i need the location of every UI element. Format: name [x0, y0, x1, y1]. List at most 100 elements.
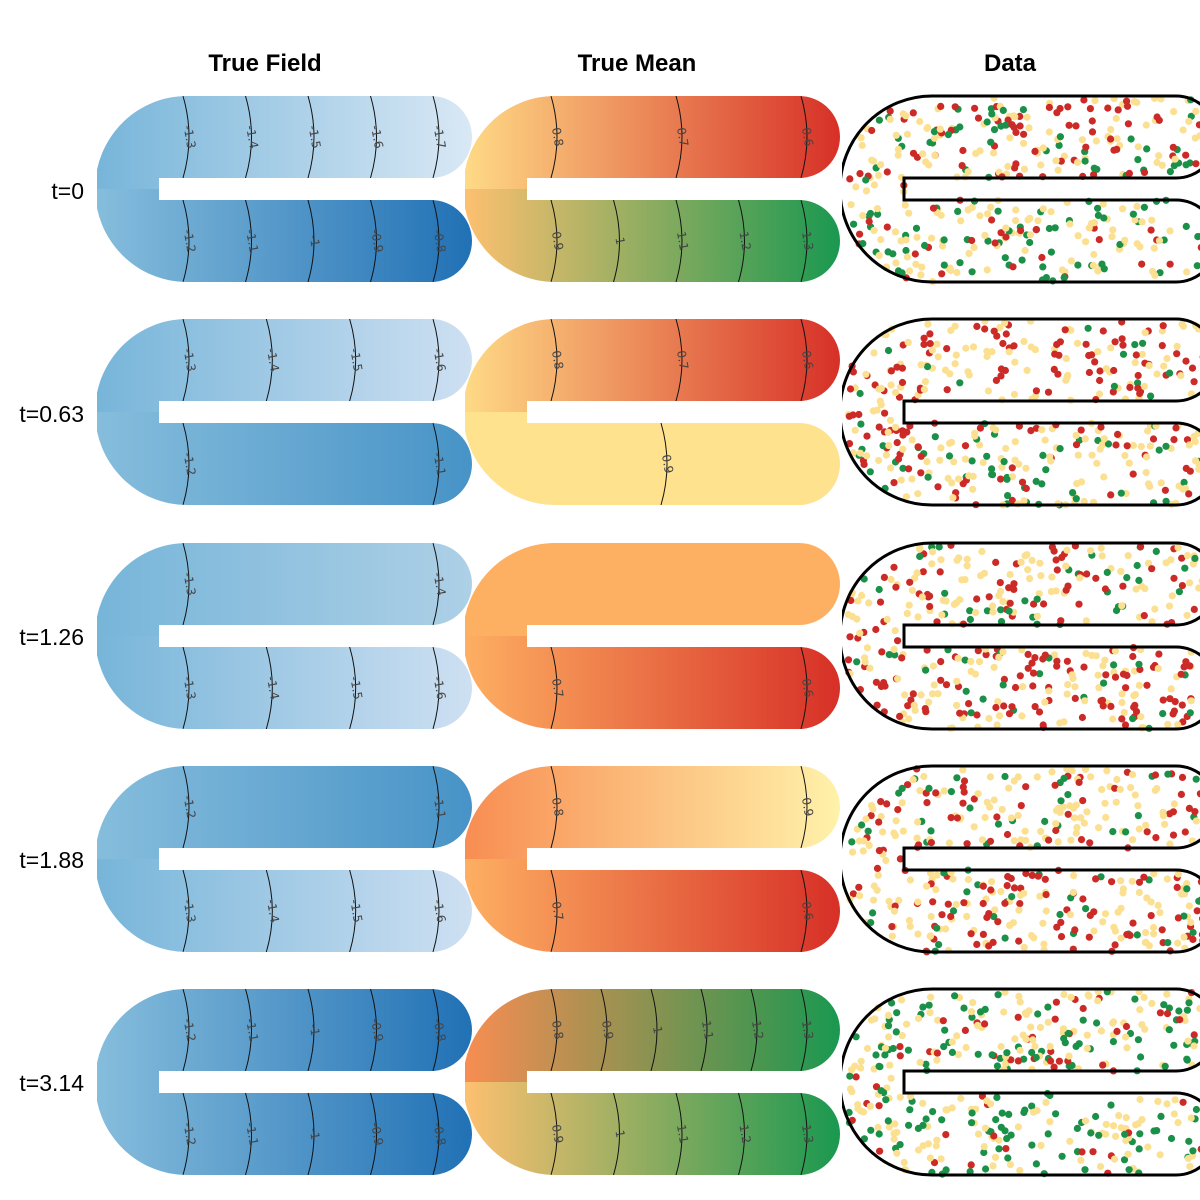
data-point-yellow	[989, 1162, 997, 1170]
data-point-green	[1135, 660, 1143, 668]
data-point-yellow	[894, 145, 902, 153]
data-point-yellow	[1044, 1018, 1052, 1026]
data-point-yellow	[1128, 877, 1136, 885]
data-point-yellow	[1041, 436, 1049, 444]
mean-contour-line	[675, 1092, 683, 1175]
field-contour-label: -1.5	[347, 898, 365, 923]
field-contour-label: -1.3	[181, 124, 199, 149]
data-point-yellow	[989, 602, 997, 610]
data-point-green	[1100, 679, 1108, 687]
data-point-yellow	[1095, 684, 1103, 692]
data-point-yellow	[1102, 1120, 1110, 1128]
data-point-yellow	[890, 1135, 898, 1143]
data-point-red	[985, 910, 993, 918]
data-point-green	[1095, 1131, 1103, 1139]
data-point-green	[1055, 141, 1063, 149]
data-point-green	[1001, 254, 1009, 262]
data-point-yellow	[1137, 713, 1145, 721]
field-contour-label: -1.4	[243, 124, 261, 149]
data-point-yellow	[1154, 1097, 1162, 1105]
data-point-yellow	[848, 612, 856, 621]
data-point-yellow	[1138, 1021, 1146, 1029]
field-contour-label: -1.5	[306, 124, 324, 149]
data-point-yellow	[1138, 1116, 1146, 1124]
data-point-yellow	[1036, 559, 1044, 567]
data-point-green	[968, 1109, 976, 1117]
data-point-yellow	[1150, 870, 1158, 878]
data-point-green	[931, 433, 939, 441]
data-point-yellow	[1006, 134, 1014, 142]
data-point-red	[1155, 116, 1163, 124]
data-point-yellow	[949, 494, 957, 502]
data-point-red	[1099, 327, 1107, 335]
data-point-yellow	[1097, 1027, 1105, 1035]
data-point-red	[1029, 669, 1038, 677]
mean-contour-label: 0.7	[549, 900, 566, 921]
data-point-yellow	[1141, 585, 1149, 593]
data-point-red	[1031, 654, 1039, 662]
mean-contour-label: 0.9	[599, 1019, 616, 1040]
data-point-yellow	[1054, 166, 1062, 174]
data-point-red	[1113, 145, 1121, 153]
data-point-red	[1027, 427, 1035, 435]
data-point-yellow	[1142, 929, 1150, 937]
data-point-red	[1085, 368, 1093, 377]
data-point-red	[1057, 617, 1065, 625]
data-point-green	[1180, 478, 1188, 486]
data-point-yellow	[1171, 1096, 1179, 1104]
data-point-yellow	[1019, 683, 1027, 691]
data-point-yellow	[1095, 390, 1104, 398]
data-point-green	[1003, 1135, 1011, 1143]
data-point-yellow	[1118, 602, 1126, 610]
data-point-yellow	[863, 452, 871, 460]
data-point-red	[1097, 423, 1105, 431]
data-point-green	[875, 585, 883, 594]
data-point-yellow	[1083, 1031, 1091, 1039]
data-point-yellow	[979, 458, 987, 467]
data-point-yellow	[997, 1043, 1005, 1051]
data-point-green	[1192, 775, 1200, 783]
data-point-yellow	[1163, 354, 1171, 363]
field-fill-upper	[97, 319, 472, 412]
data-point-yellow	[949, 875, 957, 883]
data-point-yellow	[1062, 562, 1070, 570]
data-point-yellow	[1131, 216, 1139, 224]
data-point-yellow	[895, 896, 903, 904]
data-point-red	[937, 102, 945, 110]
data-point-yellow	[1040, 940, 1048, 948]
data-point-green	[1183, 885, 1191, 893]
data-point-green	[1162, 497, 1170, 505]
data-panel-svg	[842, 317, 1200, 509]
mean-contour-line	[550, 869, 558, 952]
data-point-green	[1074, 261, 1082, 269]
data-point-yellow	[1023, 366, 1031, 374]
data-point-yellow	[873, 406, 881, 414]
data-point-red	[896, 1043, 904, 1051]
field-contour-label: -1.5	[347, 347, 365, 372]
data-point-red	[1135, 878, 1144, 886]
data-point-green	[994, 991, 1002, 999]
data-point-yellow	[1002, 224, 1010, 232]
data-point-red	[1003, 882, 1011, 890]
data-point-yellow	[900, 1158, 908, 1166]
data-point-yellow	[1195, 465, 1200, 473]
mean-contour-line	[550, 199, 558, 282]
data-point-yellow	[914, 818, 922, 826]
data-point-green	[1045, 224, 1053, 233]
data-point-green	[994, 207, 1002, 215]
field-fill-upper	[97, 766, 472, 859]
data-point-yellow	[1073, 339, 1082, 347]
data-point-red	[1051, 781, 1059, 789]
data-point-yellow	[1088, 651, 1096, 659]
data-point-yellow	[914, 1146, 923, 1154]
data-point-red	[898, 654, 906, 662]
data-point-green	[889, 1044, 897, 1053]
data-point-yellow	[903, 609, 911, 617]
mean-contour-line	[800, 96, 808, 179]
title-true-field: True Field	[208, 50, 322, 77]
data-point-green	[1094, 204, 1102, 212]
data-point-red	[1138, 260, 1146, 268]
data-point-red	[981, 1020, 989, 1028]
data-point-red	[1008, 464, 1016, 472]
data-point-yellow	[998, 463, 1006, 471]
